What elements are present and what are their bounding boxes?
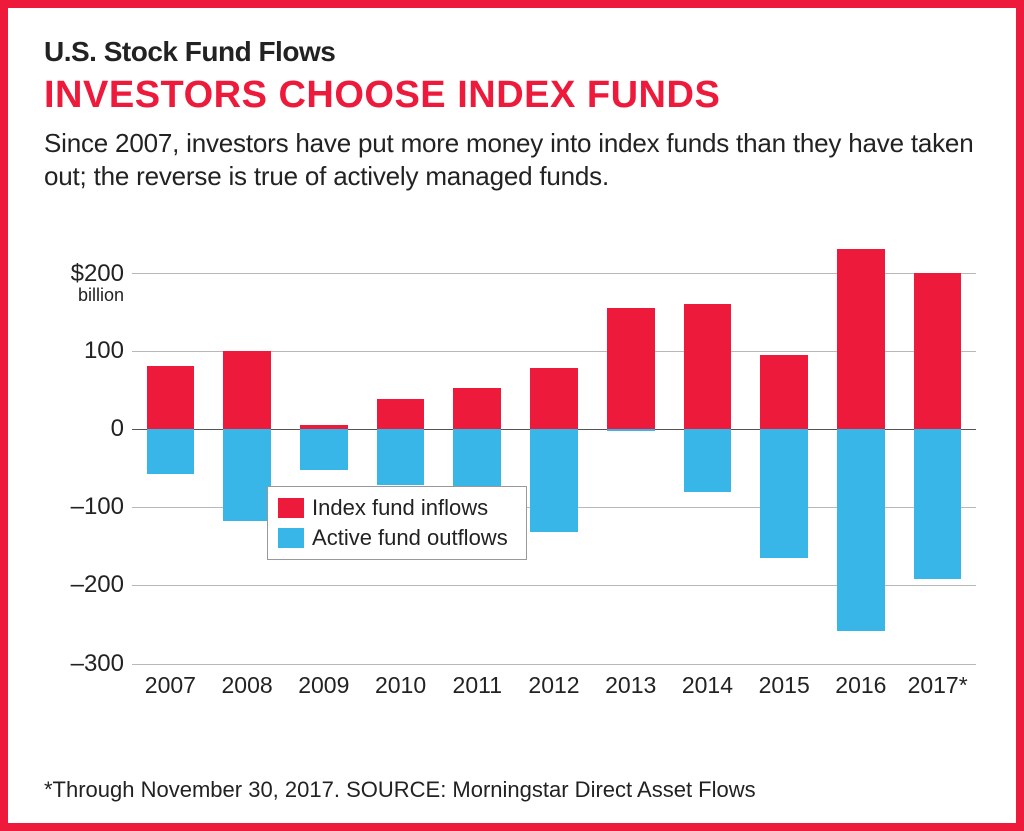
legend-swatch [278,528,304,548]
bar-group: 2014 [684,234,732,664]
bar [530,368,578,429]
bar [377,399,425,429]
pretitle: U.S. Stock Fund Flows [44,36,980,68]
x-axis-label: 2015 [759,672,810,699]
bar [837,249,885,429]
x-axis-label: 2012 [528,672,579,699]
x-axis-label: 2017* [908,672,968,699]
y-axis-label: –100 [71,493,132,521]
y-axis-label: –200 [71,571,132,599]
legend-label: Index fund inflows [312,493,488,523]
legend-swatch [278,498,304,518]
x-axis-label: 2008 [221,672,272,699]
legend-label: Active fund outflows [312,523,508,553]
x-axis-label: 2007 [145,672,196,699]
bar [223,429,271,521]
x-axis-label: 2013 [605,672,656,699]
chart: $200billion 100 0 –100 –200 –300 2007 2008 2009 2… [44,234,980,704]
bar [760,429,808,558]
x-axis-label: 2009 [298,672,349,699]
y-axis-label: –300 [71,650,132,678]
bar-group: 2015 [760,234,808,664]
x-axis-label: 2011 [453,672,502,699]
bar-group: 2013 [607,234,655,664]
subhead: Since 2007, investors have put more mone… [44,127,980,194]
legend-item: Active fund outflows [278,523,508,553]
plot-area: $200billion1000–100–200–3002007200820092… [132,234,976,664]
bar-group: 2012 [530,234,578,664]
x-axis-label: 2010 [375,672,426,699]
bar [147,366,195,429]
headline: INVESTORS CHOOSE INDEX FUNDS [44,74,980,117]
bar [453,388,501,429]
bar-group: 2009 [300,234,348,664]
bar [914,273,962,429]
bar-group: 2011 [453,234,501,664]
x-axis-label: 2016 [835,672,886,699]
bar [607,308,655,429]
bar-group: 2016 [837,234,885,664]
bar [607,429,655,431]
legend-item: Index fund inflows [278,493,508,523]
bar [530,429,578,532]
bar-group: 2008 [223,234,271,664]
bar [377,429,425,485]
bar [914,429,962,579]
bar [223,351,271,429]
chart-frame: U.S. Stock Fund Flows INVESTORS CHOOSE I… [0,0,1024,831]
footnote: *Through November 30, 2017. SOURCE: Morn… [44,777,756,803]
legend: Index fund inflowsActive fund outflows [267,486,527,559]
bar-group: 2007 [147,234,195,664]
bar [837,429,885,631]
x-axis-label: 2014 [682,672,733,699]
bar [760,355,808,429]
bar [300,429,348,470]
bar [147,429,195,474]
gridline [132,664,976,665]
bar [684,429,732,492]
bar-group: 2017* [914,234,962,664]
bar-group: 2010 [377,234,425,664]
y-axis-label: $200billion [71,259,132,303]
bar [684,304,732,429]
y-axis-label: 0 [111,415,132,443]
y-axis-label: 100 [84,337,132,365]
